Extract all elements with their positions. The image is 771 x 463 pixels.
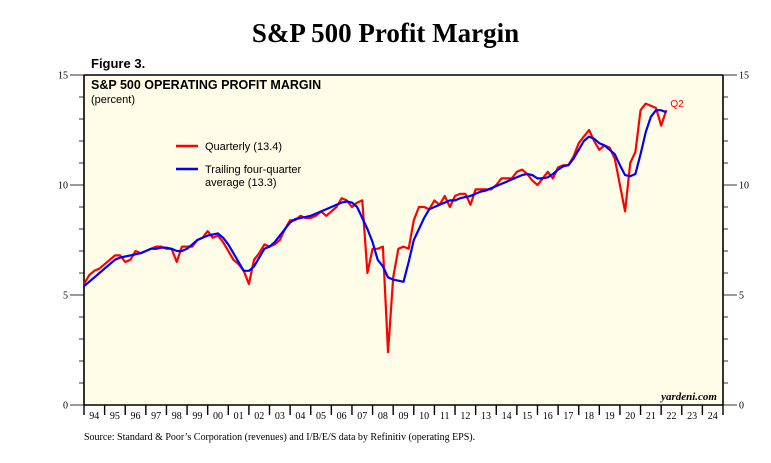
legend-quarterly-label: Quarterly (13.4) xyxy=(205,141,282,153)
x-tick-label: 15 xyxy=(522,411,532,422)
x-tick-label: 08 xyxy=(378,411,388,422)
y-tick-label-left: 5 xyxy=(63,291,68,302)
x-tick-label: 10 xyxy=(419,411,429,422)
source-note: Source: Standard & Poor’s Corporation (r… xyxy=(84,432,476,443)
x-tick-label: 24 xyxy=(708,411,718,422)
x-tick-label: 97 xyxy=(151,411,161,422)
chart-subtitle: (percent) xyxy=(91,94,135,106)
page-title: S&P 500 Profit Margin xyxy=(251,18,520,48)
y-tick-label-left: 0 xyxy=(63,401,68,412)
x-tick-label: 02 xyxy=(254,411,264,422)
chart-title: S&P 500 OPERATING PROFIT MARGIN xyxy=(91,78,321,92)
x-tick-label: 21 xyxy=(646,411,656,422)
y-tick-label-left: 10 xyxy=(58,181,68,192)
legend-trailing-label-line2: average (13.3) xyxy=(205,177,277,189)
x-tick-label: 17 xyxy=(563,411,573,422)
x-tick-label: 94 xyxy=(89,411,99,422)
x-tick-label: 06 xyxy=(337,411,347,422)
x-tick-label: 03 xyxy=(275,411,285,422)
x-tick-label: 99 xyxy=(192,411,202,422)
plot-area xyxy=(84,75,723,405)
x-tick-label: 07 xyxy=(357,411,367,422)
x-tick-label: 14 xyxy=(502,411,512,422)
x-tick-label: 05 xyxy=(316,411,326,422)
watermark: yardeni.com xyxy=(659,391,717,403)
x-tick-label: 12 xyxy=(460,411,470,422)
x-tick-label: 18 xyxy=(584,411,594,422)
y-tick-label-right: 15 xyxy=(739,71,749,82)
x-tick-label: 04 xyxy=(295,411,305,422)
y-tick-label-left: 15 xyxy=(58,71,68,82)
x-tick-label: 00 xyxy=(213,411,223,422)
figure-label: Figure 3. xyxy=(91,56,146,71)
y-tick-label-right: 5 xyxy=(739,291,744,302)
x-tick-label: 11 xyxy=(440,411,450,422)
x-tick-label: 95 xyxy=(110,411,120,422)
x-tick-label: 19 xyxy=(605,411,615,422)
x-tick-label: 20 xyxy=(625,411,635,422)
x-tick-label: 23 xyxy=(687,411,697,422)
end-annotation-q2: Q2 xyxy=(670,99,684,110)
y-tick-label-right: 0 xyxy=(739,401,744,412)
x-tick-label: 22 xyxy=(666,411,676,422)
x-tick-label: 09 xyxy=(399,411,409,422)
x-tick-label: 16 xyxy=(543,411,553,422)
x-tick-label: 98 xyxy=(172,411,182,422)
x-tick-label: 13 xyxy=(481,411,491,422)
x-tick-label: 01 xyxy=(234,411,244,422)
y-tick-label-right: 10 xyxy=(739,181,749,192)
series-trailing-line xyxy=(83,109,667,288)
legend: Quarterly (13.4) Trailing four-quarter a… xyxy=(176,141,302,189)
x-tick-label: 96 xyxy=(131,411,141,422)
legend-trailing-label-line1: Trailing four-quarter xyxy=(205,164,302,176)
